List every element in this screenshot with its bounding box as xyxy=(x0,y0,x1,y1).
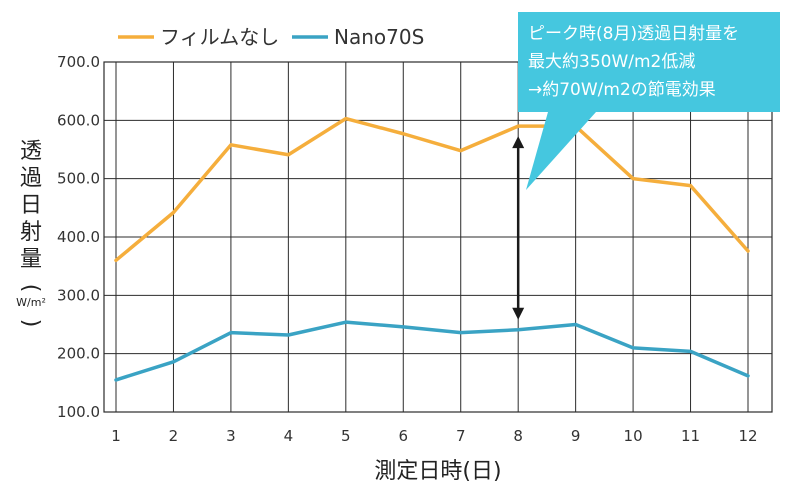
y-tick-label: 100.0 xyxy=(57,403,100,421)
y-tick-label: 300.0 xyxy=(57,286,100,304)
callout-pointer xyxy=(526,112,596,190)
series-line-nano70s xyxy=(114,320,750,382)
y-tick-label: 200.0 xyxy=(57,345,100,363)
x-tick-label: 3 xyxy=(226,427,236,445)
y-axis-label-char: 日 xyxy=(20,193,42,218)
y-axis-label-paren-close: ) xyxy=(18,319,43,328)
x-axis-label: 測定日時(日) xyxy=(374,459,501,484)
y-axis-unit: W/m² xyxy=(16,296,46,309)
y-axis-label-char: 量 xyxy=(20,247,42,272)
y-axis-label-char: 透 xyxy=(20,139,42,164)
difference-arrow-head-top xyxy=(512,136,525,149)
x-tick-label: 4 xyxy=(284,427,294,445)
x-tick-label: 11 xyxy=(681,427,700,445)
callout-box xyxy=(518,12,780,112)
y-axis-label-char: 過 xyxy=(20,166,42,191)
y-tick-label: 700.0 xyxy=(57,53,100,71)
x-tick-label: 6 xyxy=(398,427,408,445)
legend: フィルムなし Nano70S xyxy=(118,25,424,49)
x-tick-label: 8 xyxy=(513,427,523,445)
series-line-no-film xyxy=(114,116,750,263)
axis-labels: 透過日射量 ( W/m²) 測定日時(日) xyxy=(16,139,501,484)
grid xyxy=(103,61,773,413)
y-tick-label: 600.0 xyxy=(57,111,100,129)
callout-text-line: →約70W/m2の節電効果 xyxy=(528,80,716,100)
y-axis-label-char: 射 xyxy=(20,220,42,245)
series-lines xyxy=(114,116,750,382)
callout-text-line: 最大約350W/m2低減 xyxy=(528,52,695,72)
x-tick-label: 5 xyxy=(341,427,351,445)
x-tick-label: 10 xyxy=(624,427,643,445)
x-tick-label: 9 xyxy=(571,427,581,445)
callout-text-line: ピーク時(8月)透過日射量を xyxy=(528,24,739,44)
y-tick-label: 500.0 xyxy=(57,170,100,188)
legend-label: フィルムなし xyxy=(160,25,279,49)
difference-arrow-head-bottom xyxy=(512,307,525,320)
y-tick-label: 400.0 xyxy=(57,228,100,246)
x-tick-label: 1 xyxy=(111,427,121,445)
y-axis-label-paren-open: ( xyxy=(18,284,43,293)
x-tick-label: 12 xyxy=(738,427,757,445)
plot-frame xyxy=(103,61,773,413)
legend-label: Nano70S xyxy=(334,25,424,49)
x-tick-label: 7 xyxy=(456,427,466,445)
x-tick-label: 2 xyxy=(169,427,179,445)
